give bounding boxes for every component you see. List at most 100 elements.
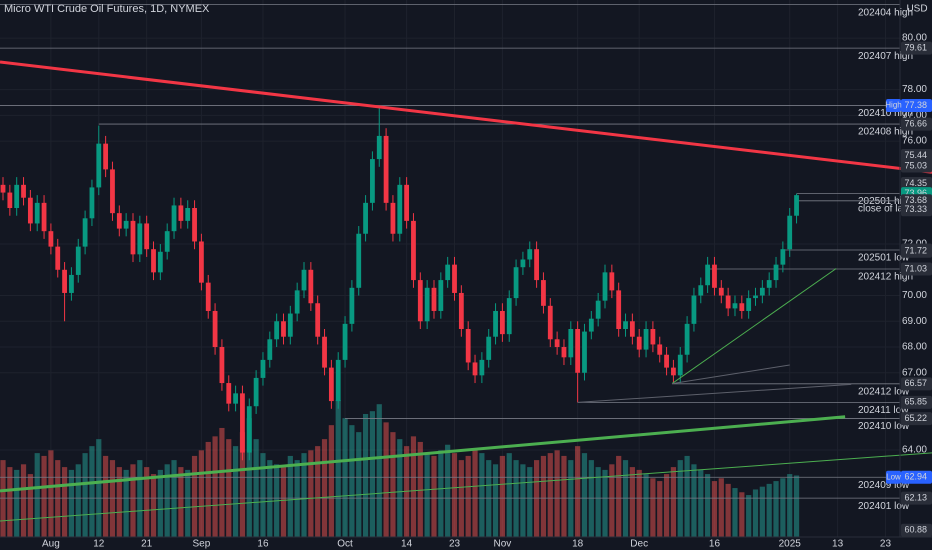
volume-bar [691, 464, 697, 537]
volume-bar [171, 460, 177, 537]
candle-body [458, 292, 464, 329]
candle-body [588, 318, 594, 332]
x-tick-label: 16 [257, 539, 269, 550]
volume-bar [670, 467, 677, 537]
candle-body [198, 241, 204, 283]
candle-body [602, 272, 608, 301]
candle-body [465, 328, 471, 363]
candle-body [75, 246, 81, 275]
volume-bar [705, 474, 711, 537]
volume-bar [14, 469, 20, 537]
x-tick-label: Sep [192, 539, 210, 550]
volume-bar [130, 464, 136, 537]
volume-bar [451, 453, 458, 537]
volume-bar [663, 474, 670, 537]
price-tag [901, 491, 932, 505]
candle-body [417, 280, 423, 322]
candle-body [315, 303, 321, 337]
candle-body [759, 287, 765, 296]
volume-bar [759, 486, 765, 537]
volume-bar [581, 453, 588, 537]
candle-body [164, 231, 170, 252]
level-label: 202407 high [858, 51, 913, 62]
price-tag [901, 377, 932, 391]
x-tick-label: 18 [572, 539, 584, 550]
candle-body [547, 305, 553, 340]
volume-bar [650, 478, 656, 537]
price-tag [901, 117, 932, 131]
candle-body [493, 310, 498, 337]
candle-body [541, 280, 546, 306]
y-tick-label: 70.00 [902, 290, 927, 301]
candle-body [48, 231, 54, 247]
volume-bar [424, 453, 430, 537]
volume-bar [328, 425, 334, 537]
volume-bar [766, 483, 772, 537]
volume-bar [212, 436, 218, 537]
candle-body [363, 202, 368, 234]
volume-bar [732, 488, 738, 537]
volume-bar [643, 474, 649, 537]
price-tag-label: 77.38 [904, 100, 927, 110]
x-tick-label: 14 [401, 539, 413, 550]
candle-body [684, 323, 690, 355]
candle-body [335, 359, 341, 402]
volume-bar [629, 467, 635, 537]
candle-body [281, 321, 286, 337]
level-label: 202410 low [858, 421, 910, 432]
candle-body [582, 331, 587, 373]
volume-bar [219, 427, 225, 537]
volume-bar [746, 495, 752, 537]
volume-bar [595, 467, 601, 537]
candle-body [431, 287, 437, 311]
volume-bar [445, 444, 451, 537]
candle-body [267, 339, 273, 360]
candle-body [171, 205, 177, 232]
y-tick-label: 77.00 [902, 110, 927, 121]
candle-body [246, 406, 252, 453]
volume-bar [20, 464, 27, 537]
volume-bar [588, 460, 594, 537]
candle-body [69, 274, 74, 293]
candle-body [274, 321, 280, 340]
price-tag [901, 395, 932, 409]
volume-bar [75, 464, 81, 537]
price-tag-label: 75.03 [904, 160, 927, 170]
levels: 202404 high 202407 high 202410 high 202408 … [0, 4, 932, 512]
volume-bar [616, 455, 622, 537]
candle-body [698, 285, 704, 296]
side-tag-label: High [885, 101, 901, 110]
candle-body [89, 187, 95, 219]
candle-body [308, 269, 314, 304]
candle-body [575, 328, 581, 373]
volume-bar [356, 432, 362, 537]
price-tag-label: 74.35 [904, 178, 927, 188]
price-tag [901, 412, 932, 426]
x-tick-label: 13 [832, 539, 844, 550]
volume-bar [123, 469, 129, 537]
volume-bar [144, 467, 150, 537]
candle-body [14, 184, 20, 209]
volume-bar [410, 436, 417, 537]
side-tag-label: Low [886, 472, 901, 481]
volume-bar [369, 411, 376, 537]
price-tag [901, 470, 932, 484]
trendline [0, 60, 932, 174]
candle-body [718, 287, 724, 296]
volume-bar [561, 455, 567, 537]
price-tag [901, 99, 932, 113]
price-tag-label: 73.33 [904, 204, 927, 214]
volume-bar [96, 439, 102, 537]
candle-body [677, 354, 683, 376]
level-label: 202401 low [858, 501, 910, 512]
side-tag [886, 99, 901, 113]
candle-body [103, 143, 109, 170]
volume-bar [294, 460, 300, 537]
candle-body [390, 202, 396, 234]
price-tag-label: 73.96 [904, 188, 927, 198]
price-tag [901, 244, 932, 258]
level-label: 202412 low [858, 386, 910, 397]
candle-body [370, 159, 375, 203]
volume-bar [438, 450, 444, 537]
